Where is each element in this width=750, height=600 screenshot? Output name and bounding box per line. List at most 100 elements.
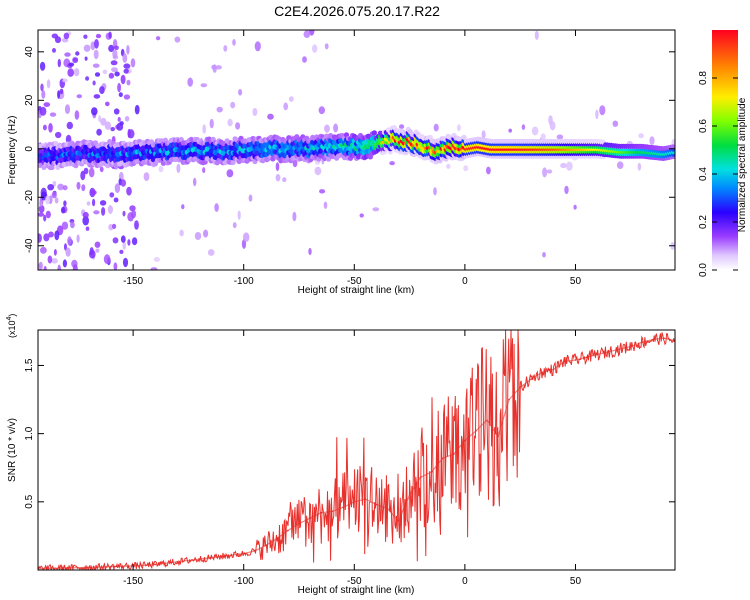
noise-cell — [193, 177, 197, 187]
noise-cell — [227, 118, 233, 127]
noise-cell — [372, 207, 380, 212]
noise-cell — [254, 41, 261, 52]
noise-cell — [63, 32, 70, 40]
noise-cell — [143, 172, 150, 182]
snr-point — [342, 506, 345, 509]
y-tick-label: 1.5 — [24, 358, 35, 372]
noise-cell — [319, 189, 326, 194]
noise-cell — [94, 241, 101, 248]
snr-point — [220, 555, 223, 558]
snr-point — [331, 510, 334, 513]
noise-cell — [114, 183, 121, 194]
noise-cell — [59, 88, 64, 95]
noise-cell — [62, 78, 68, 83]
noise-cell — [64, 243, 67, 251]
noise-cell — [282, 177, 287, 183]
noise-cell — [52, 180, 57, 187]
noise-cell — [114, 71, 120, 77]
noise-cell — [117, 117, 121, 122]
colorbar: 0.0 0.2 0.4 0.6 0.8 Normalized spectral ampl… — [698, 30, 748, 277]
snr-point — [607, 351, 610, 353]
snr-point — [652, 338, 654, 341]
noise-cell — [120, 74, 126, 85]
noise-cell — [564, 185, 569, 195]
noise-cell — [123, 94, 131, 100]
noise-cell — [122, 240, 126, 250]
noise-cell — [333, 123, 339, 133]
noise-cell — [89, 249, 96, 259]
noise-cell — [40, 83, 44, 92]
noise-cell — [84, 56, 88, 61]
snr-point — [176, 561, 179, 563]
noise-cell — [42, 124, 47, 131]
snr-point — [364, 498, 367, 500]
noise-cell — [108, 31, 112, 39]
noise-cell — [108, 72, 115, 79]
x-tick-label: 0 — [462, 276, 468, 287]
noise-cell — [209, 118, 214, 129]
noise-cell — [62, 259, 67, 268]
noise-cell — [126, 79, 131, 86]
noise-cell — [612, 120, 619, 127]
noise-cell — [486, 166, 491, 175]
noise-cell — [57, 183, 64, 191]
noise-cell — [94, 72, 101, 77]
noise-cell — [389, 161, 395, 166]
noise-cell — [63, 200, 67, 207]
noise-cell — [93, 94, 101, 99]
spectrogram-y-label: Frequency (Hz) — [7, 116, 18, 185]
noise-cell — [546, 169, 553, 174]
noise-cell — [110, 60, 118, 66]
noise-cell — [134, 104, 140, 115]
noise-cell — [38, 205, 45, 213]
noise-cell — [95, 33, 102, 39]
snr-point — [287, 529, 289, 532]
noise-cell — [202, 124, 206, 134]
x-tick-label: -50 — [347, 276, 362, 287]
noise-cell — [129, 205, 136, 212]
noise-cell — [95, 248, 100, 253]
noise-cell — [122, 53, 128, 63]
noise-cell — [39, 106, 47, 116]
noise-cell — [308, 247, 312, 256]
noise-cell — [39, 61, 46, 71]
noise-cell — [52, 48, 56, 53]
noise-cell — [214, 203, 219, 212]
spectrogram-x-label: Height of straight line (km) — [298, 285, 415, 296]
noise-cell — [90, 190, 97, 195]
y-tick-label: 1.0 — [24, 426, 35, 440]
snr-point — [88, 566, 90, 569]
noise-cell — [637, 162, 642, 171]
x-tick-label: -50 — [347, 576, 362, 587]
noise-cell — [98, 115, 102, 123]
colorbar-tick-label: 0.0 — [698, 263, 709, 277]
noise-cell — [53, 249, 57, 256]
noise-cell — [40, 246, 47, 254]
noise-cell — [60, 206, 66, 214]
snr-point — [497, 435, 499, 438]
noise-cell — [399, 124, 405, 129]
noise-cell — [531, 126, 539, 136]
snr-envelope — [38, 337, 675, 570]
noise-cell — [194, 232, 202, 240]
noise-cell — [65, 247, 71, 257]
noise-cell — [39, 200, 43, 207]
snr-point — [442, 457, 444, 460]
noise-cell — [68, 62, 75, 67]
ridge-cell — [53, 141, 59, 147]
noise-cell — [85, 226, 90, 231]
snr-point — [530, 378, 532, 380]
noise-cell — [55, 131, 62, 139]
snr-y-label: SNR (10 * v/v) — [7, 418, 18, 482]
noise-cell — [179, 229, 184, 237]
ridge-cell — [105, 163, 111, 169]
noise-cell — [181, 204, 185, 210]
noise-cell — [43, 102, 51, 107]
noise-cell — [43, 214, 47, 222]
noise-cell — [275, 174, 281, 182]
noise-cell — [237, 210, 241, 220]
noise-cell — [72, 57, 79, 64]
noise-cell — [82, 211, 89, 219]
noise-cell — [92, 80, 96, 86]
